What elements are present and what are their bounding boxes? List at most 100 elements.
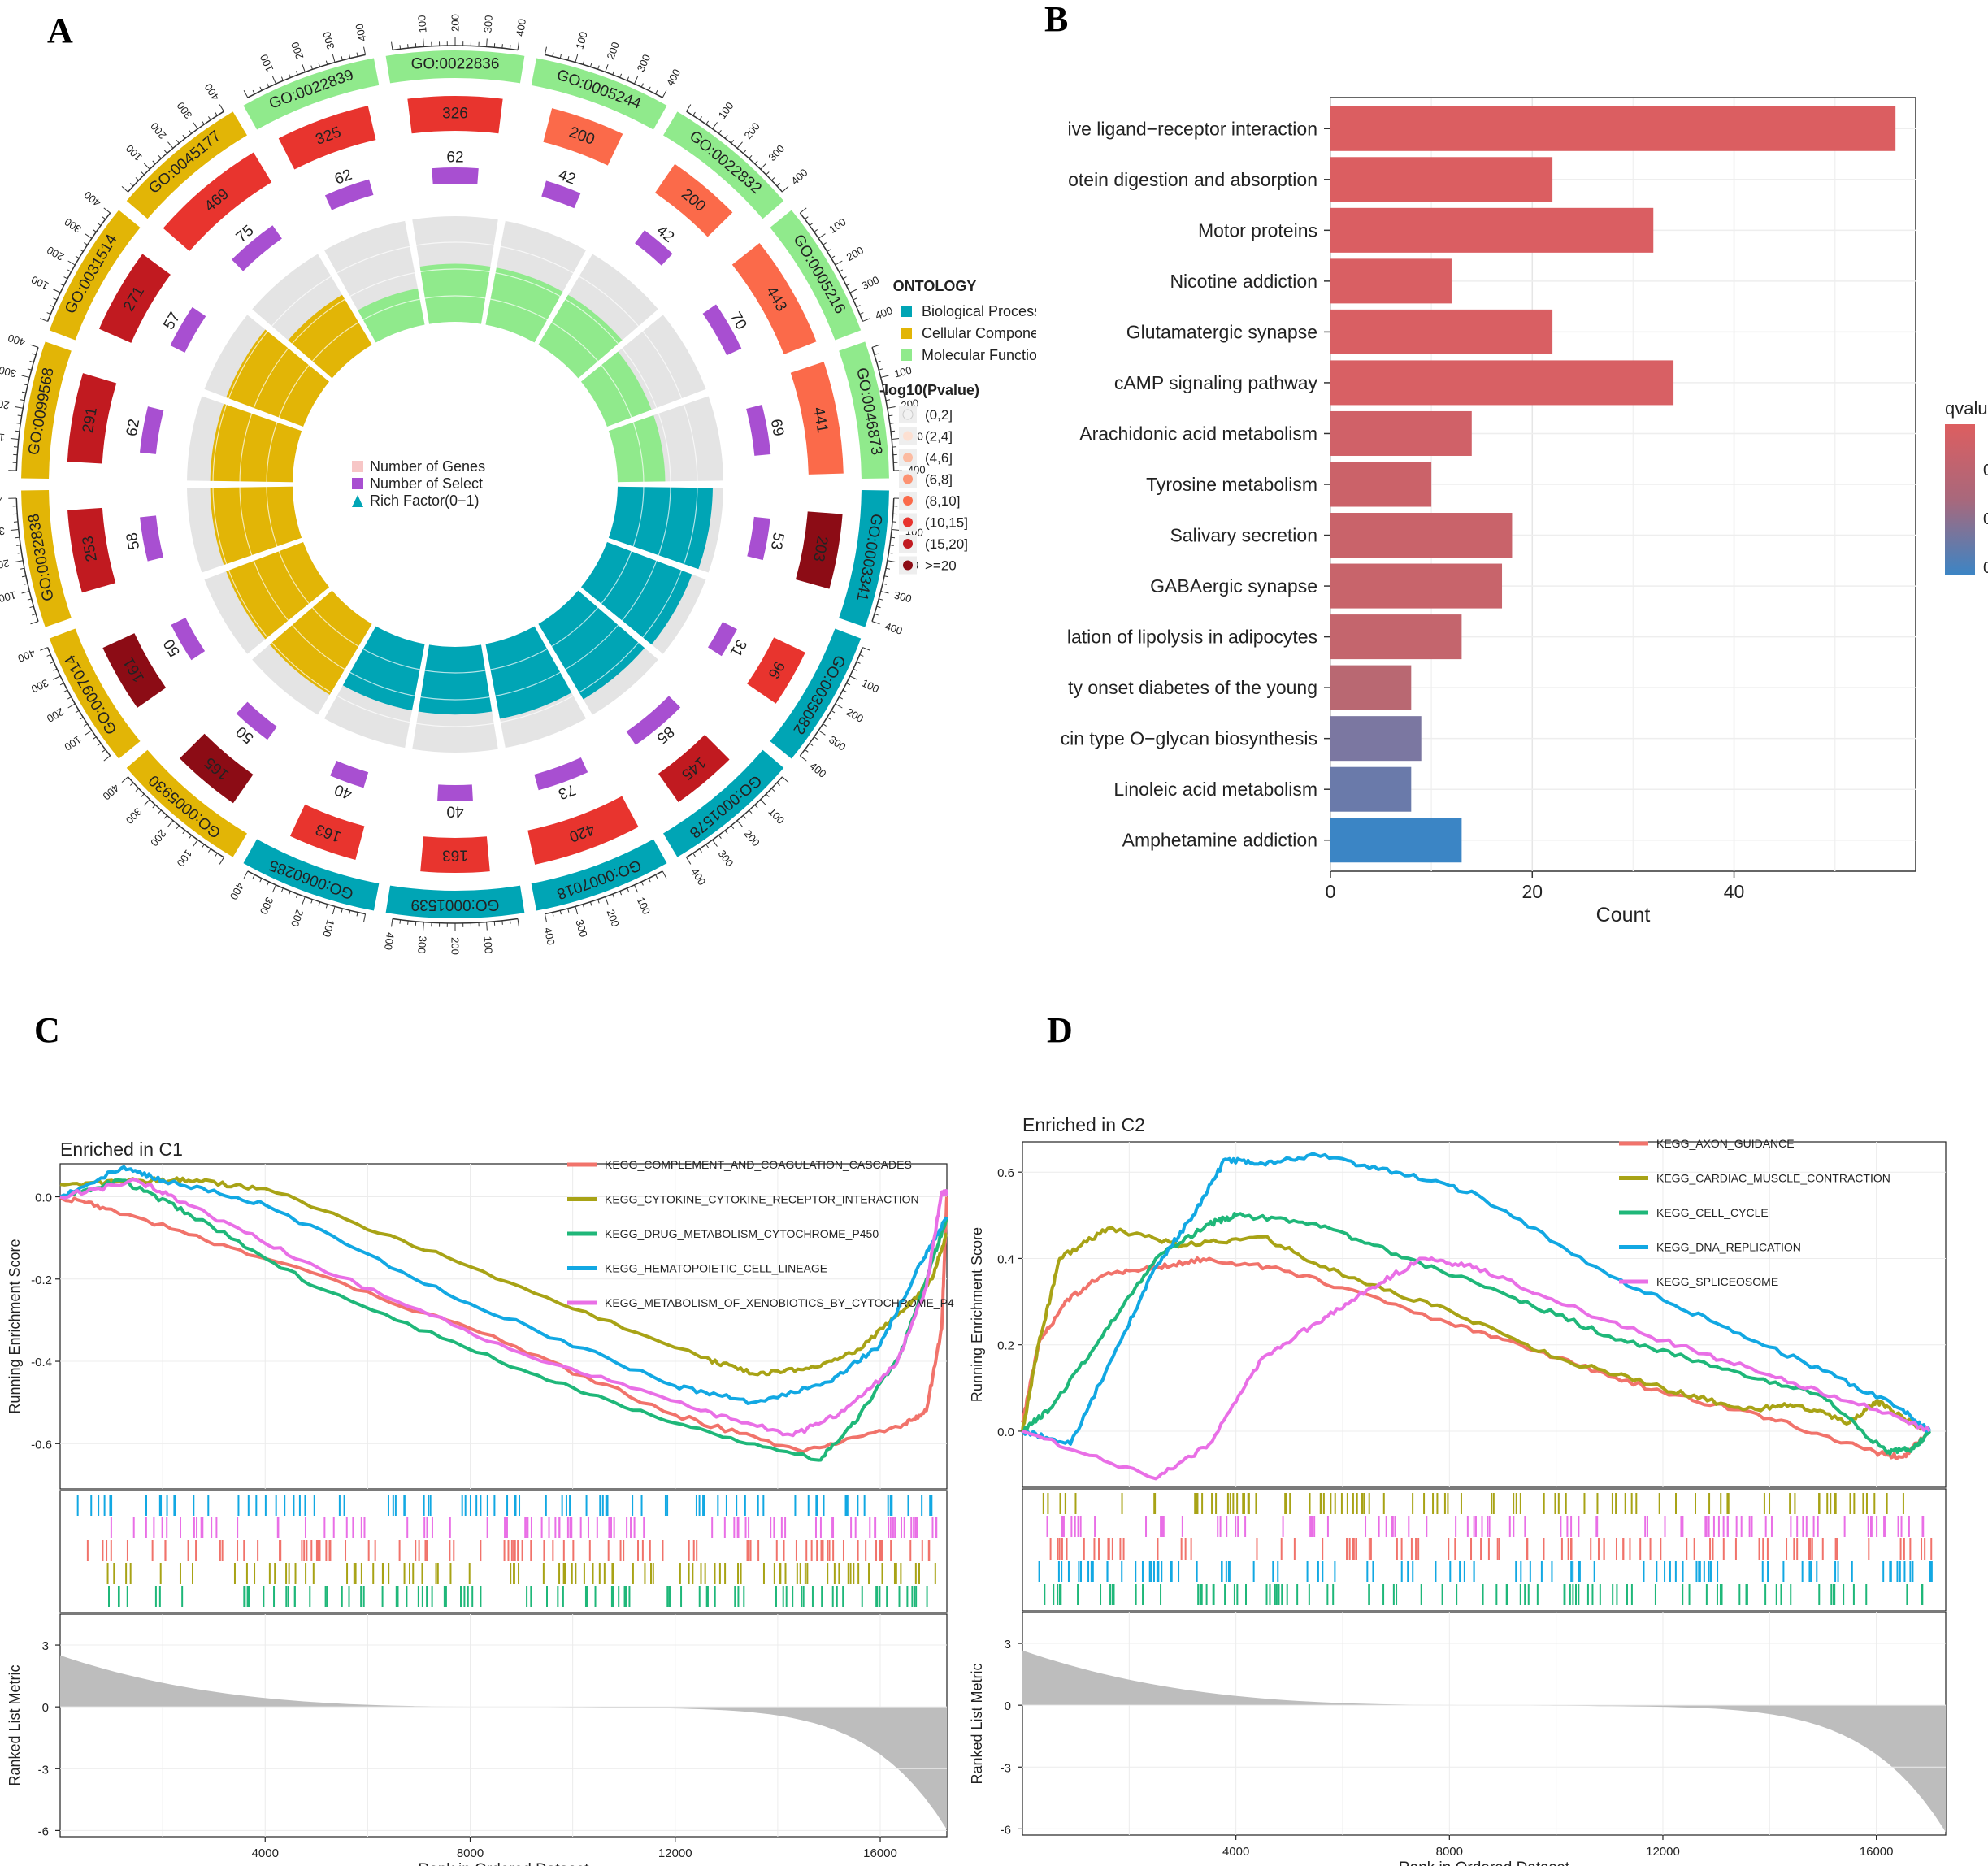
tick-mark <box>24 384 28 386</box>
category-label: Nicotine addiction <box>1170 271 1317 292</box>
scale-tick-label: 100 <box>716 100 736 121</box>
tick-mark <box>10 437 19 440</box>
tick-mark <box>252 89 255 94</box>
tick-mark <box>724 830 728 835</box>
panel-d-gsea-c2: Enriched in C2 0.0 0.2 0.4 0.6 Running Enrich… <box>969 1114 1947 1866</box>
tick-mark <box>310 65 313 70</box>
bar-8 <box>1330 513 1513 558</box>
tick-mark <box>856 661 861 664</box>
tick-mark <box>876 360 881 363</box>
scale-tick-label: 200 <box>605 40 623 61</box>
y-tick-label: 0.6 <box>997 1166 1014 1180</box>
tick-mark <box>208 848 211 853</box>
scale-tick-label: 400 <box>100 782 121 803</box>
select-bar-GO:0001539 <box>437 784 473 802</box>
x-axis-title: Count <box>1596 904 1651 926</box>
tick-mark <box>871 344 880 348</box>
pvalue-legend-label: (2,4] <box>925 429 953 445</box>
scale-tick-label: 400 <box>688 866 708 887</box>
tick-mark <box>662 90 667 98</box>
tick-mark <box>182 830 186 835</box>
tick-arc <box>871 497 895 622</box>
select-bar-GO:0031514 <box>170 306 206 353</box>
legend-label: KEGG_CARDIAC_MUSCLE_CONTRACTION <box>1656 1172 1890 1185</box>
select-bar-GO:0022839 <box>324 179 374 210</box>
tick-mark <box>97 743 102 746</box>
tick-mark <box>835 703 843 709</box>
tick-mark <box>559 54 562 59</box>
genes-bar-GO:0007018 <box>527 796 639 865</box>
tick-mark <box>486 38 488 47</box>
tick-mark <box>10 529 19 532</box>
genes-value: 326 <box>442 106 468 123</box>
tick-mark <box>818 730 826 736</box>
tick-mark <box>75 255 80 259</box>
tick-mark <box>40 318 48 322</box>
tick-mark <box>53 668 58 671</box>
tick-mark <box>892 437 901 440</box>
tick-mark <box>27 598 32 601</box>
select-bar-GO:0097014 <box>171 618 206 661</box>
pvalue-legend-dot <box>903 517 913 527</box>
tick-mark <box>318 63 321 67</box>
scale-tick-label: 400 <box>81 189 102 209</box>
metric-panel <box>1022 1612 1947 1836</box>
scale-tick-label: 400 <box>0 493 2 506</box>
tick-mark <box>243 870 249 879</box>
tick-mark <box>176 825 180 830</box>
scale-tick-label: 200 <box>148 120 168 141</box>
qvalue-legend-title: qvalu <box>1945 398 1988 419</box>
metric-panel <box>59 1613 948 1838</box>
pvalue-legend-dot <box>903 539 913 549</box>
rich-bar-GO:0097014 <box>226 542 330 640</box>
term-ring-GO:0001539 <box>385 885 525 918</box>
scale-tick-label: 400 <box>874 304 895 322</box>
genes-bar-GO:0032838 <box>67 507 116 593</box>
panel-label-d: D <box>1047 1010 1073 1050</box>
tick-mark <box>712 840 718 847</box>
metric-axis-title: Ranked List Metric <box>969 1663 985 1784</box>
tick-mark <box>776 782 781 786</box>
category-label: Tyrosine metabolism <box>1146 474 1317 495</box>
tick-mark <box>267 881 270 886</box>
tick-mark <box>59 283 64 286</box>
tick-mark <box>889 545 894 546</box>
term-ring-GO:0045177 <box>126 111 247 219</box>
x-tick-label: 8000 <box>457 1846 484 1860</box>
tick-mark <box>271 76 276 85</box>
rich-bar-GO:0032838 <box>210 486 302 566</box>
scale-tick-label: 400 <box>202 81 222 102</box>
scale-tick-label: 300 <box>29 677 50 696</box>
panel-b-kegg-barplot: ive ligand−receptor interaction otein dig… <box>1036 97 1988 926</box>
scale-tick-label: 300 <box>0 364 17 380</box>
category-label: GABAergic synapse <box>1150 575 1317 597</box>
tick-mark <box>21 575 27 578</box>
rich-bar-GO:0035082 <box>580 542 692 645</box>
y-tick-label: 0.0 <box>35 1191 52 1205</box>
tick-mark <box>827 717 831 720</box>
tick-mark <box>853 297 857 301</box>
tick-mark <box>849 675 857 680</box>
tick-mark <box>831 255 836 259</box>
tick-mark <box>143 163 150 170</box>
pvalue-legend-label: (6,8] <box>925 472 953 488</box>
tick-mark <box>887 406 896 409</box>
tick-mark <box>79 717 84 720</box>
scale-tick-label: 300 <box>827 733 848 753</box>
bar-11 <box>1330 665 1412 710</box>
select-bar-GO:0022832 <box>635 230 673 266</box>
tick-mark <box>823 723 827 727</box>
tick-mark <box>891 536 896 539</box>
scale-tick-label: 300 <box>635 53 653 74</box>
tick-mark <box>85 730 93 736</box>
ontology-legend-label: Biological Process <box>922 303 1041 319</box>
tick-mark <box>782 776 789 783</box>
tick-mark <box>29 605 34 609</box>
tick-mark <box>158 154 162 159</box>
tick-mark <box>731 139 735 144</box>
tick-mark <box>152 805 156 809</box>
x-tick-label: 4000 <box>252 1846 279 1860</box>
tick-mark <box>332 906 336 915</box>
es-curve-2 <box>1022 1212 1932 1456</box>
tick-mark <box>288 73 291 78</box>
